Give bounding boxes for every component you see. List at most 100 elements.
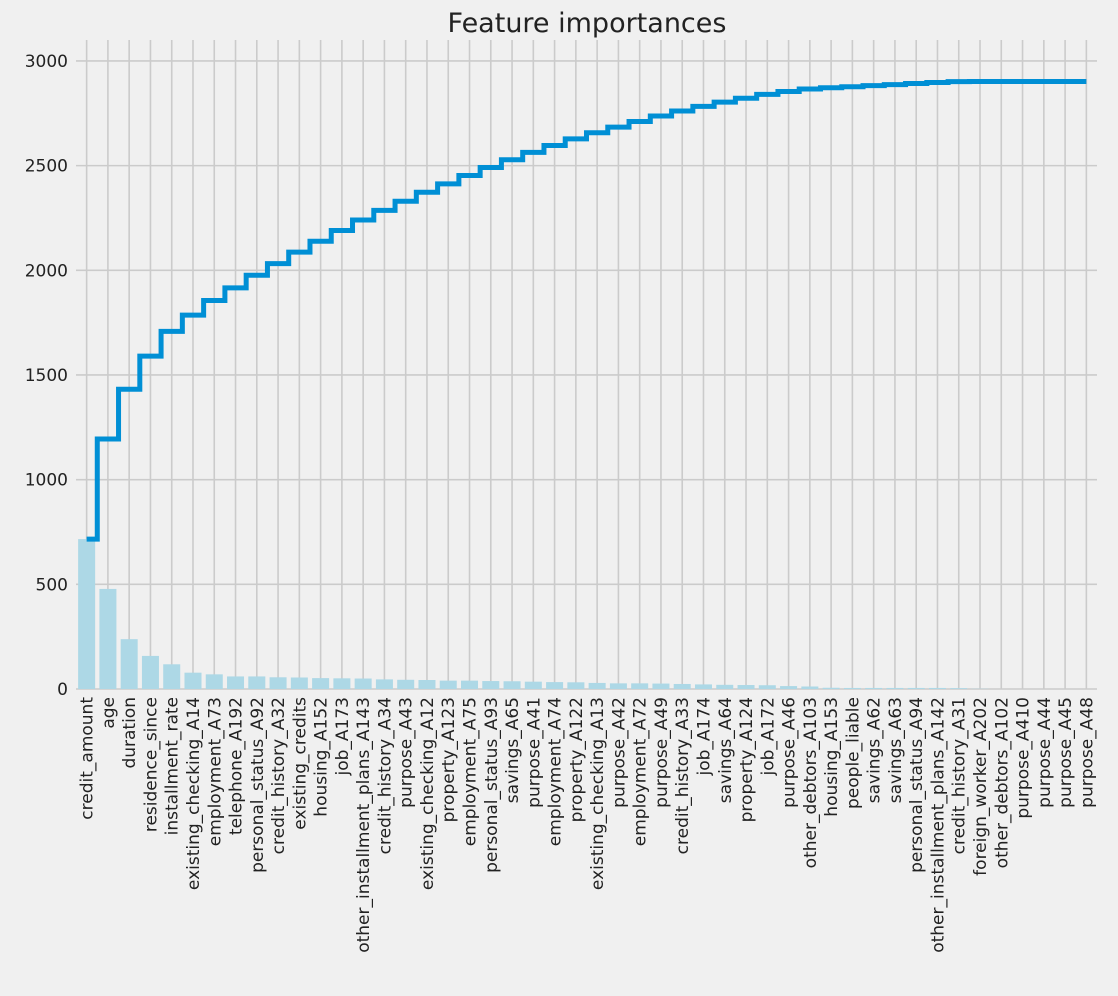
bar-housing_A153 [822,687,840,689]
x-tick-label: credit_history_A32 [269,697,289,854]
x-tick-label: people_liable [843,697,863,809]
x-tick-label: housing_A152 [312,697,332,817]
x-tick-label: property_A122 [567,697,587,822]
bar-credit_history_A34 [375,679,393,689]
bar-housing_A152 [312,678,330,689]
x-tick-label: other_debtors_A103 [801,697,821,868]
x-axis-tick-labels: credit_amount age duration residence_since i… [78,697,1098,953]
x-tick-label: job_A172 [758,697,778,777]
bar-employment_A75 [461,680,479,689]
x-tick-label: duration [120,697,140,769]
x-tick-label: savings_A62 [865,697,885,803]
x-tick-label: savings_A65 [503,697,523,803]
y-tick-label: 0 [57,680,68,700]
y-tick-label: 3000 [25,52,68,72]
bar-personal_status_A94 [907,687,925,689]
x-tick-label: credit_history_A33 [673,697,693,854]
x-tick-label: other_installment_plans_A143 [354,697,374,953]
y-axis-tick-labels: 0 500 1000 1500 2000 2500 3000 [25,52,68,700]
x-tick-label: purpose_A48 [1077,697,1097,808]
bar-residence_since [141,655,159,689]
bar-credit_amount [78,539,96,689]
bar-employment_A74 [546,682,564,689]
x-tick-label: existing_checking_A14 [184,697,204,890]
bar-people_liable [843,687,861,689]
y-tick-label: 2000 [25,261,68,281]
bar-job_A172 [758,685,776,689]
x-tick-label: employment_A73 [205,697,225,846]
x-tick-label: purpose_A45 [1056,697,1076,808]
bar-existing_checking_A12 [418,679,436,689]
bar-other_debtors_A103 [801,686,819,689]
x-tick-label: residence_since [141,697,161,832]
bar-series [78,539,989,689]
bar-savings_A62 [865,687,883,689]
x-tick-label: installment_rate [163,697,183,835]
x-tick-label: personal_status_A92 [248,697,268,873]
x-tick-label: existing_checking_A12 [418,697,438,890]
x-tick-label: purpose_A49 [652,697,672,808]
x-tick-label: purpose_A410 [1014,697,1034,819]
bar-credit_history_A33 [673,683,691,689]
x-tick-label: existing_credits [290,697,310,830]
bar-installment_rate [163,664,181,689]
x-tick-label: property_A123 [439,697,459,822]
y-tick-label: 500 [36,575,68,595]
bar-existing_checking_A14 [184,672,202,689]
x-tick-label: employment_A74 [546,697,566,846]
cumulative-step-series [86,78,1087,542]
bar-age [99,588,117,689]
y-tick-label: 2500 [25,157,68,177]
x-tick-label: existing_checking_A13 [588,697,608,890]
bar-property_A124 [737,685,755,689]
x-tick-label: personal_status_A93 [482,697,502,873]
bar-property_A123 [439,680,457,689]
x-tick-label: age [99,697,119,729]
bar-telephone_A192 [227,676,245,689]
x-tick-label: savings_A63 [886,697,906,803]
bar-credit_history_A32 [269,677,287,689]
bar-savings_A63 [886,687,904,689]
bar-other_installment_plans_A143 [354,678,372,689]
x-tick-label: purpose_A43 [397,697,417,808]
chart-title: Feature importances [448,8,727,39]
x-tick-label: purpose_A41 [524,697,544,808]
x-tick-label: other_debtors_A102 [992,697,1012,868]
y-tick-label: 1500 [25,366,68,386]
x-tick-label: credit_history_A34 [375,697,395,854]
bar-purpose_A43 [397,679,415,689]
bar-employment_A73 [205,674,223,689]
x-tick-label: other_installment_plans_A142 [928,697,948,953]
bar-property_A122 [567,682,585,689]
x-tick-label: credit_history_A31 [950,697,970,854]
x-tick-label: job_A174 [694,697,714,777]
bar-purpose_A41 [524,681,542,689]
x-tick-label: foreign_worker_A202 [971,697,991,876]
x-tick-label: purpose_A46 [780,697,800,808]
x-tick-label: telephone_A192 [227,697,247,835]
x-tick-label: employment_A75 [461,697,481,846]
x-tick-label: job_A173 [333,697,353,777]
x-tick-label: property_A124 [737,697,757,822]
bar-job_A173 [333,678,351,689]
x-tick-label: credit_amount [78,697,98,820]
bar-credit_history_A31 [950,688,968,689]
x-tick-label: employment_A72 [631,697,651,846]
bar-savings_A65 [503,681,521,689]
x-tick-label: personal_status_A94 [907,697,927,873]
bar-duration [120,639,138,689]
bar-savings_A64 [716,684,734,689]
bar-personal_status_A92 [248,676,266,689]
bar-purpose_A49 [652,683,670,689]
bar-existing_credits [290,677,308,689]
bar-job_A174 [694,684,712,689]
bar-other_installment_plans_A142 [928,687,946,689]
bar-purpose_A46 [780,686,798,689]
x-tick-label: savings_A64 [716,697,736,803]
bar-existing_checking_A13 [588,682,606,689]
grid-lines [76,40,1097,690]
x-tick-label: purpose_A44 [1035,697,1055,808]
cumulative-importance-line [86,78,1087,542]
bar-personal_status_A93 [482,681,500,689]
